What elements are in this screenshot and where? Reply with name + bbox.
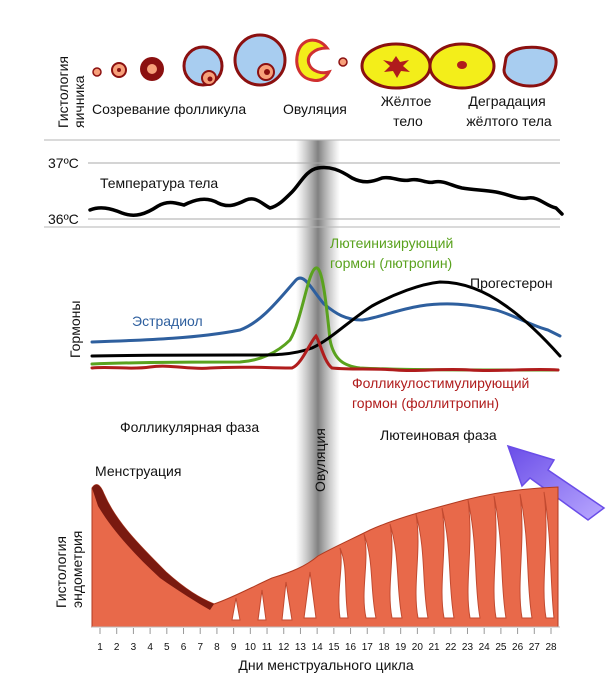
day-label: 18	[378, 642, 390, 653]
day-label: 16	[345, 642, 357, 653]
day-label: 14	[312, 642, 324, 653]
day-label: 8	[214, 642, 220, 653]
ovary-axis-label: Гистология яичника	[55, 52, 87, 128]
ovulation-phase-label: Овуляция	[312, 428, 328, 492]
day-ticks: 1 2 3 4 5 6 7 8 9 10 11 12 13 14 15 16 17 18 19 20 21 22 23 24 2…	[97, 628, 557, 653]
stage-degradation-label: Деградация жёлтого тела	[466, 93, 552, 129]
day-label: 4	[147, 642, 153, 653]
temp-tick-37: 37ºC	[48, 155, 79, 171]
temperature-curve	[88, 165, 564, 217]
day-label: 5	[164, 642, 170, 653]
stage-maturation-label: Созревание фолликула	[92, 101, 246, 117]
temperature-title: Температура тела	[100, 175, 218, 191]
day-label: 17	[362, 642, 374, 653]
temperature-panel: 37ºC 36ºC Температура тела	[44, 139, 564, 228]
follicular-phase-label: Фолликулярная фаза	[120, 419, 259, 435]
luteal-phase-label: Лютеиновая фаза	[380, 427, 497, 443]
endometrium-layer	[91, 484, 559, 628]
day-label: 24	[479, 642, 491, 653]
shedding-edge	[92, 484, 214, 610]
day-label: 23	[462, 642, 474, 653]
corpus-albicans	[502, 45, 558, 88]
follicle-stage-1	[92, 67, 102, 77]
days-axis-label: Дни менструального цикла	[238, 657, 413, 673]
day-label: 19	[395, 642, 407, 653]
day-label: 15	[328, 642, 340, 653]
annotation-arrow	[506, 444, 606, 521]
endometrium-axis-label: Гистология эндометрия	[53, 531, 85, 608]
estradiol-label: Эстрадиол	[132, 313, 203, 329]
day-label: 3	[131, 642, 137, 653]
day-label: 10	[245, 642, 257, 653]
day-label: 26	[512, 642, 524, 653]
fsh-label: Фолликулостимулирующий гормон (фоллитроп…	[352, 375, 533, 411]
ruptured-follicle	[295, 38, 332, 82]
stage-ovulation-label: Овуляция	[283, 101, 347, 117]
day-label: 13	[295, 642, 307, 653]
released-oocyte	[338, 57, 348, 67]
day-label: 6	[181, 642, 187, 653]
day-label: 1	[97, 642, 103, 653]
day-label: 12	[278, 642, 290, 653]
endometrium-panel: Гистология эндометрия Менструация	[53, 463, 559, 628]
phases: Фолликулярная фаза Овуляция Лютеиновая ф…	[120, 419, 497, 492]
day-label: 22	[445, 642, 457, 653]
menstruation-label: Менструация	[95, 463, 181, 479]
fsh-curve	[90, 333, 560, 373]
hormones-panel: Гормоны Лютеинизирующий гормон (лютропин…	[67, 235, 562, 411]
day-label: 20	[412, 642, 424, 653]
day-label: 27	[529, 642, 541, 653]
days-axis: 1 2 3 4 5 6 7 8 9 10 11 12 13 14 15 16 17 18 19 20 21 22 23 24 2…	[92, 626, 560, 673]
day-label: 9	[231, 642, 237, 653]
estradiol-curve	[90, 276, 562, 344]
progesterone-label: Прогестерон	[470, 275, 553, 291]
day-label: 25	[495, 642, 507, 653]
lh-label: Лютеинизирующий гормон (лютропин)	[330, 235, 457, 271]
progesterone-curve	[90, 280, 562, 358]
stage-corpus-luteum-label: Жёлтое тело	[381, 93, 436, 129]
day-label: 28	[545, 642, 557, 653]
day-label: 21	[429, 642, 441, 653]
day-label: 11	[262, 642, 273, 653]
ovulation-band	[296, 140, 340, 627]
day-label: 7	[197, 642, 203, 653]
temp-tick-36: 36ºC	[48, 211, 79, 227]
day-label: 2	[114, 642, 120, 653]
hormones-axis-label: Гормоны	[67, 301, 83, 358]
ovary-histology: Гистология яичника Созревание фолликула …	[55, 33, 558, 129]
